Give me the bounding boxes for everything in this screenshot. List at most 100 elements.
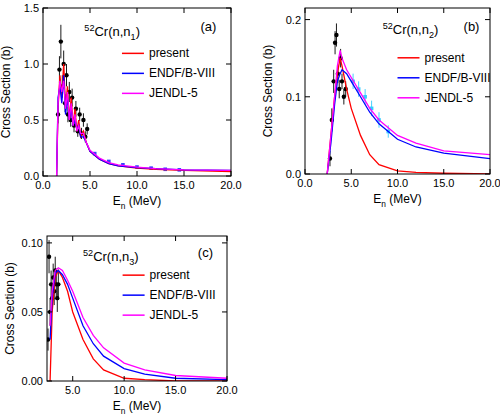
text-part: ) [134,249,138,264]
x-tick [351,169,352,174]
legend-label: JENDL-5 [150,308,199,322]
plot-frame [43,8,231,176]
y-tick [47,381,52,382]
x-tick [227,236,228,241]
x-tick [43,8,44,13]
x-tick-label: 15.0 [173,179,194,191]
x-tick [137,171,138,176]
data-point [77,112,81,116]
y-tick [43,120,48,121]
y-axis-label: Cross Section (b) [0,46,13,139]
legend-label: ENDF/B-VIII [425,71,491,85]
y-tick [226,176,231,177]
panel-title: 52Cr(n,n1) [84,23,140,42]
series-line [57,81,231,176]
series-line [50,271,227,381]
legend-label: present [149,46,190,60]
x-tick [231,171,232,176]
y-axis-label: Cross Section (b) [261,45,275,138]
y-tick [47,242,52,243]
y-tick [305,174,310,175]
x-tick-label: 5.0 [82,179,97,191]
y-tick [226,120,231,121]
x-tick [351,8,352,13]
x-tick [443,169,444,174]
panel-letter: (a) [200,19,216,34]
legend-swatch [123,274,145,276]
plot-frame [305,8,490,174]
text-part: E [113,399,121,413]
x-axis-label: En (MeV) [373,192,422,209]
x-tick [397,8,398,13]
series-line [327,70,490,174]
legend-label: JENDL-5 [149,86,198,100]
legend-swatch [398,97,420,99]
x-tick-label: 10.0 [126,179,147,191]
y-tick-label: 1.0 [24,58,39,70]
data-point [340,79,344,83]
y-tick [222,381,227,382]
y-tick-label: 0.0 [286,168,301,180]
x-tick [397,169,398,174]
text-part: Cr(n,n [93,249,129,264]
y-tick-label: 1.5 [24,2,39,14]
plot-frame [47,236,227,381]
x-tick-label: 20.0 [216,384,237,396]
panel: 0.05.010.015.020.00.00.51.01.5En (MeV)Cr… [0,2,242,211]
x-tick [490,8,491,13]
y-tick [222,311,227,312]
x-tick-label: 15.0 [433,177,454,189]
plot-area [327,23,490,174]
data-point [47,255,51,259]
y-tick [226,64,231,65]
series-line [57,75,231,176]
y-tick [485,96,490,97]
legend-swatch [122,73,144,75]
x-tick [184,8,185,13]
y-tick [226,8,231,9]
x-tick [175,376,176,381]
legend-swatch [122,93,144,95]
panel-title: 52Cr(n,n2) [383,21,439,40]
x-tick [43,171,44,176]
legend-swatch [398,57,420,59]
y-tick [43,8,48,9]
series-line [57,64,231,176]
y-tick [485,19,490,20]
panel: 0.05.010.015.020.00.00.10.2En (MeV)Cross… [261,8,500,209]
x-tick-label: 5.0 [344,177,359,189]
data-point [56,282,60,286]
data-point [59,39,63,43]
data-point [85,127,89,131]
legend-label: ENDF/B-VIII [150,288,216,302]
x-tick [184,171,185,176]
text-part: 52 [383,21,393,31]
x-tick [305,8,306,13]
x-tick [490,169,491,174]
x-tick [175,236,176,241]
y-tick [222,242,227,243]
data-point [337,87,341,91]
x-tick-label: 15.0 [165,384,186,396]
plot-area [56,25,231,176]
text-part: (MeV) [125,194,161,208]
x-tick [90,8,91,13]
text-part: E [373,192,381,206]
text-part: Cr(n,n [393,22,429,37]
x-tick [231,8,232,13]
x-tick-label: 20.0 [479,177,500,189]
x-tick [124,236,125,241]
text-part: ) [136,24,140,39]
panel-title: 52Cr(n,n3) [83,248,139,267]
x-axis-label: En (MeV) [113,399,162,416]
x-tick-label: 10.0 [387,177,408,189]
y-tick [305,19,310,20]
x-tick [137,8,138,13]
y-tick-label: 0.05 [22,306,43,318]
series-line [327,50,490,174]
legend-label: present [425,51,466,65]
x-tick-label: 10.0 [113,384,134,396]
x-tick [90,171,91,176]
text-part: (MeV) [125,399,161,413]
x-tick [443,8,444,13]
